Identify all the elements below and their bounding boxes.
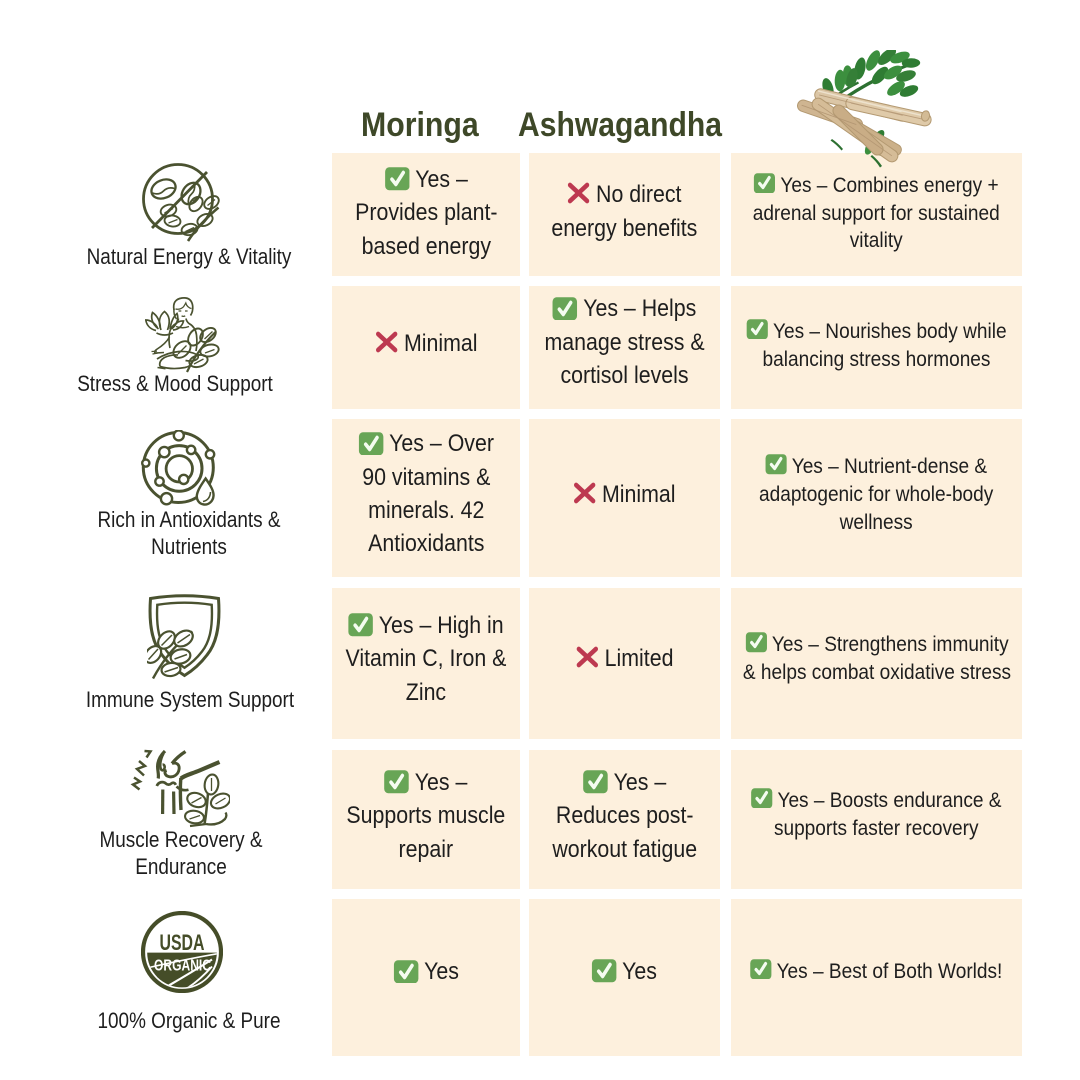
svg-text:ORGANIC: ORGANIC <box>154 958 211 975</box>
svg-text:USDA: USDA <box>160 930 205 955</box>
